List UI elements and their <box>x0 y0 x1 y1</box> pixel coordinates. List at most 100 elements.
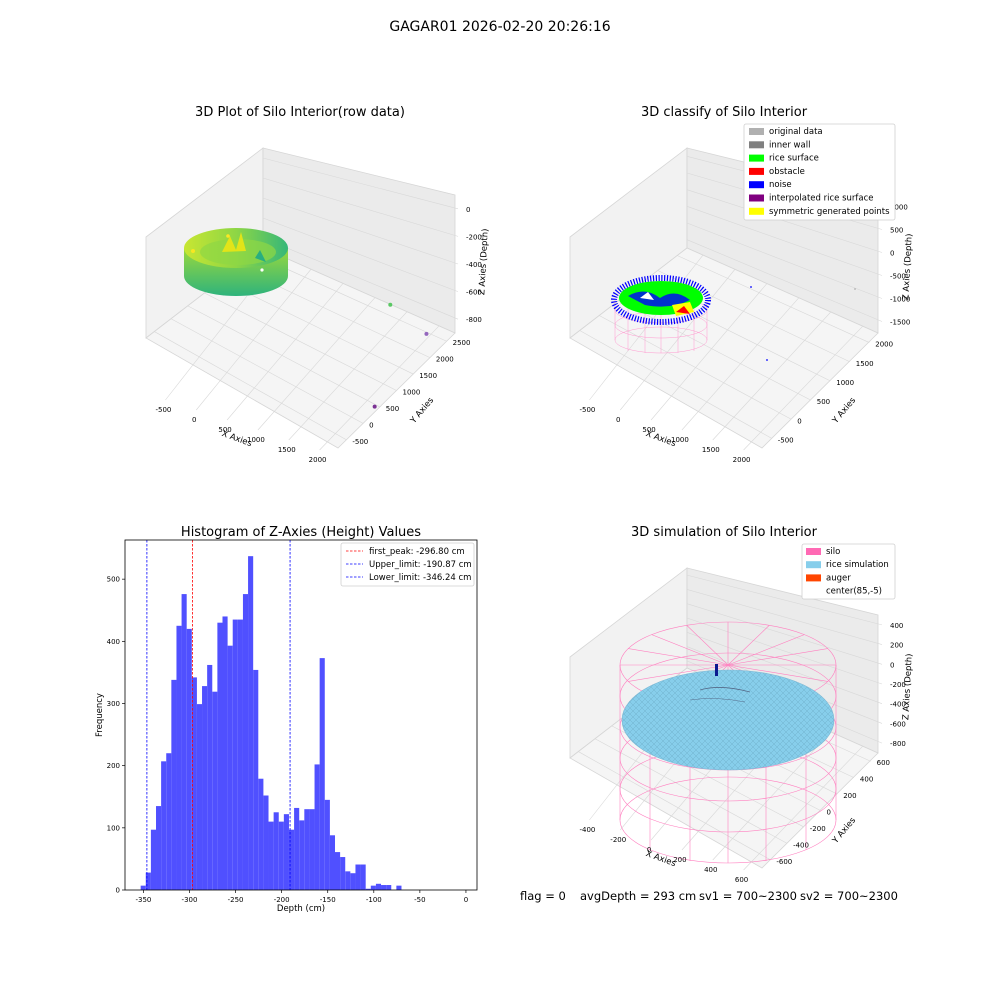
tick-label: -600 <box>890 720 906 728</box>
tick-label: 1500 <box>419 372 437 380</box>
sim3d-legend: silo rice simulation auger center(85,-5) <box>801 543 896 600</box>
tick-label: 600 <box>735 876 748 884</box>
tick-label: 400 <box>890 622 903 630</box>
tick-label: -150 <box>320 896 336 904</box>
legend-swatch <box>749 154 764 162</box>
tick-label: 500 <box>218 426 231 434</box>
legend-label: silo <box>826 547 840 557</box>
hist-bar <box>319 658 325 890</box>
tick-label: 500 <box>107 576 120 584</box>
hist-bar <box>324 799 330 890</box>
hist-bar <box>171 679 177 890</box>
legend-label: noise <box>769 180 792 190</box>
tick-label: -200 <box>610 836 626 844</box>
legend-label: auger <box>826 573 851 583</box>
raw3d-xlabel: X Axies <box>220 429 253 449</box>
raw3d-rice-cloud <box>184 228 288 296</box>
hist-bar <box>381 885 387 890</box>
hist-bar <box>360 864 366 890</box>
classify3d-ylabel: Y Axies <box>830 395 858 426</box>
raw3d-title: 3D Plot of Silo Interior(row data) <box>195 105 405 120</box>
hist-bar <box>207 664 213 890</box>
tick-label: -400 <box>890 701 906 709</box>
hist-bar <box>186 628 192 890</box>
tick-label: 200 <box>673 856 686 864</box>
hist-bar <box>299 820 305 890</box>
legend-swatch <box>805 587 822 596</box>
footer-sv1: sv1 = 700~2300 <box>699 889 797 903</box>
tick-label: -100 <box>366 896 382 904</box>
tick-label: -1000 <box>890 296 910 304</box>
tick-label: 500 <box>642 426 655 434</box>
tick-label: -500 <box>155 406 171 414</box>
hist-xlabel: Depth (cm) <box>277 904 325 914</box>
tick-label: 200 <box>890 642 903 650</box>
hist-bar <box>166 753 172 890</box>
legend-swatch <box>749 207 764 215</box>
raw3d-outlier-points <box>372 302 429 409</box>
tick-label: 500 <box>817 398 830 406</box>
tick-label: -800 <box>466 316 482 324</box>
tick-label: 2000 <box>309 456 327 464</box>
hist-bar <box>355 864 361 890</box>
tick-label: -200 <box>274 896 290 904</box>
tick-label: 0 <box>616 416 620 424</box>
legend-swatch <box>806 548 821 555</box>
tick-label: 0 <box>466 206 470 214</box>
hist-bar <box>283 814 289 890</box>
hist-bar <box>253 669 259 890</box>
hist-bar <box>350 873 356 890</box>
hist-bar <box>288 829 295 890</box>
hist-bar <box>176 625 182 890</box>
hist-bar <box>161 761 167 890</box>
hist-bars <box>140 556 402 890</box>
hist-bar <box>181 594 187 890</box>
tick-label: 400 <box>860 776 873 784</box>
hist-bar <box>314 764 320 890</box>
tick-label: 0 <box>647 846 651 854</box>
classify3d-rice-cloud <box>611 275 856 361</box>
hist-bar <box>242 594 249 890</box>
tick-label: -200 <box>810 825 826 833</box>
legend-label: obstacle <box>769 167 805 177</box>
legend-swatch <box>749 194 764 202</box>
tick-label: -1500 <box>890 319 910 327</box>
tick-label: 2000 <box>436 356 454 364</box>
footer-sv2: sv2 = 700~2300 <box>800 889 898 903</box>
legend-label: original data <box>769 127 823 137</box>
figure-suptitle: GAGAR01 2026-02-20 20:26:16 <box>389 19 610 35</box>
hist-bar <box>370 885 376 890</box>
classify3d-tick-labels: -500 0 500 1000 1500 2000 -500 0 500 1000 1500 2000… <box>579 204 910 465</box>
hist-tick-labels: -350 -300 -250 -200 -150 -100 -50 0 0 100 200 300 40… <box>107 576 469 904</box>
tick-label: -800 <box>890 740 906 748</box>
tick-label: 1500 <box>278 446 296 454</box>
hist-bar <box>329 835 336 890</box>
hist-bar <box>156 806 162 890</box>
hist-bar <box>375 883 382 890</box>
sim3d-ylabel: Y Axies <box>830 815 858 846</box>
tick-label: 1500 <box>702 446 720 454</box>
classify3d-gridlines <box>579 156 883 451</box>
outlier-point <box>424 331 429 336</box>
tick-label: 200 <box>843 792 856 800</box>
legend-swatch <box>749 167 764 175</box>
hist-bar <box>294 807 300 890</box>
tick-label: 200 <box>107 762 120 770</box>
hist-bar <box>150 829 157 890</box>
tick-label: -500 <box>778 436 794 444</box>
tick-label: -500 <box>890 273 906 281</box>
hist-bar <box>268 821 274 890</box>
hist-bar <box>217 622 223 890</box>
tick-label: 500 <box>890 227 903 235</box>
tick-label: -200 <box>890 681 906 689</box>
classify3d-legend: original data inner wall rice surface obsta… <box>743 123 896 221</box>
hist-bar <box>237 619 243 890</box>
panel-sim-3d: 3D simulation of Silo Interior <box>569 525 915 884</box>
tick-label: 2000 <box>733 456 751 464</box>
tick-label: -500 <box>579 406 595 414</box>
tick-label: 0 <box>797 417 801 425</box>
tick-label: 1000 <box>403 389 421 397</box>
tick-label: 0 <box>827 809 831 817</box>
sim3d-tick-labels: -400-2000200400600-600-400-2000200400600… <box>579 622 905 884</box>
